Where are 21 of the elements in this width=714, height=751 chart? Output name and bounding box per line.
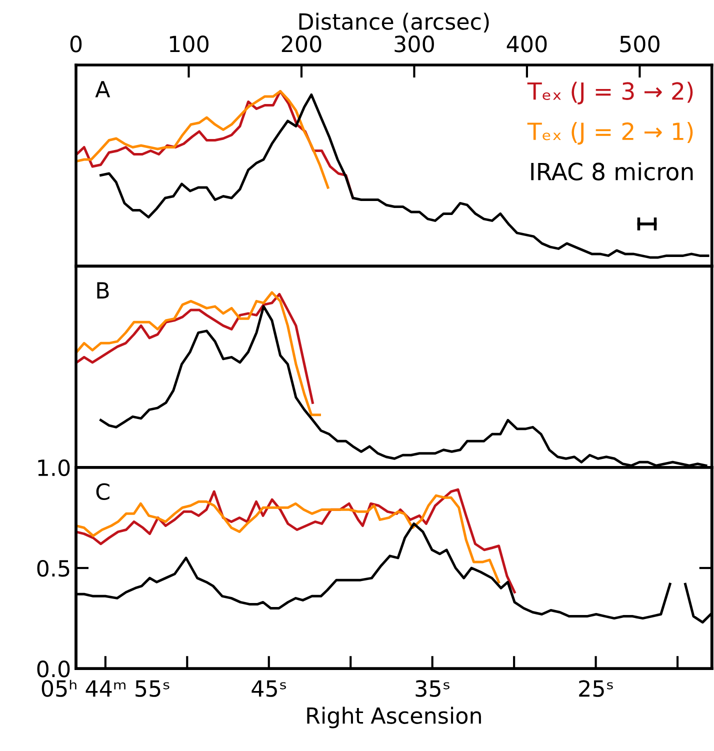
x2-axis-title: Right Ascension [307, 706, 481, 728]
y-tick-label: 1.0 [38, 459, 70, 476]
y-tick-label: 0.5 [37, 560, 70, 577]
x2-tick-label: 25ˢ [579, 680, 613, 697]
series-label: IRAC 8 micron [531, 162, 693, 180]
y-tick-label: 0.0 [37, 660, 70, 678]
x-axis-title: Distance (arcsec) [299, 12, 489, 33]
text: Tₑₓ (J = 2 → 1) [527, 122, 693, 145]
x-tick-label: 200 [282, 36, 322, 52]
x2-tick-label: 05ʰ 44ᵐ 55ˢ [42, 680, 170, 697]
annotation: A [95, 81, 110, 98]
x-tick-label: 0 [70, 36, 82, 52]
x-tick-label: 300 [394, 36, 434, 52]
x2-tick-label: 45ˢ [252, 680, 286, 697]
x-tick-label: 100 [170, 36, 208, 52]
annotation: C [96, 483, 110, 500]
x2-tick-label: 35ˢ [416, 680, 450, 697]
x-tick-label: 500 [620, 36, 660, 52]
x-tick-label: 400 [506, 36, 547, 52]
annotation: B [97, 282, 109, 298]
text: Tₑₓ (J = 3 → 2) [527, 82, 693, 104]
